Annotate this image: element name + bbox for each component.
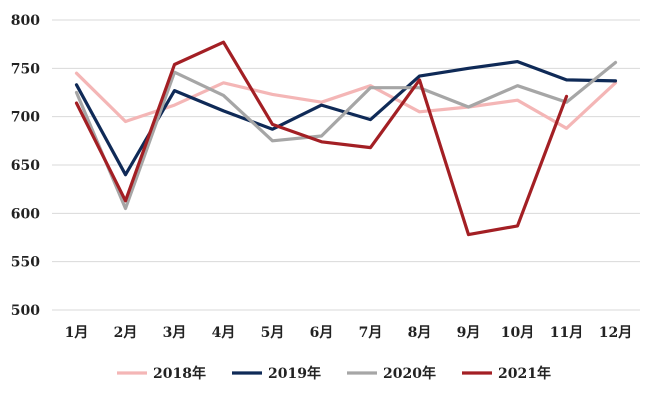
series-line-2021年: [74, 40, 569, 237]
grid-lines: [52, 19, 640, 311]
y-tick-label: 600: [11, 206, 40, 222]
x-tick-label: 10月: [501, 325, 534, 341]
legend-label: 2019年: [268, 365, 321, 382]
legend-label: 2021年: [498, 365, 551, 382]
legend-label: 2018年: [153, 365, 206, 382]
y-tick-label: 700: [11, 110, 40, 126]
series-line-2018年: [74, 71, 618, 130]
x-tick-label: 7月: [359, 325, 383, 341]
x-tick-label: 4月: [212, 325, 236, 341]
x-tick-label: 5月: [261, 325, 285, 341]
y-tick-label: 500: [11, 303, 40, 319]
legend-label: 2020年: [383, 365, 436, 382]
x-axis-ticks: 1月 2月 3月 4月 5月 6月 7月 8月 9月 10月 11月 12月: [65, 325, 633, 341]
x-tick-label: 8月: [408, 325, 432, 341]
x-tick-label: 11月: [550, 325, 583, 341]
legend: 2018年 2019年 2020年 2021年: [117, 365, 551, 382]
series-lines: [74, 40, 618, 237]
y-tick-label: 750: [11, 61, 40, 77]
x-tick-label: 12月: [599, 325, 632, 341]
series-line-2020年: [74, 60, 618, 211]
y-tick-label: 800: [11, 13, 40, 29]
y-tick-label: 650: [11, 158, 40, 174]
x-tick-label: 6月: [310, 325, 334, 341]
x-tick-label: 3月: [163, 325, 187, 341]
y-axis-ticks: 500 550 600 650 700 750 800: [11, 13, 40, 319]
x-tick-label: 2月: [114, 325, 138, 341]
x-tick-label: 1月: [65, 325, 89, 341]
x-tick-label: 9月: [457, 325, 481, 341]
y-tick-label: 550: [11, 255, 40, 271]
